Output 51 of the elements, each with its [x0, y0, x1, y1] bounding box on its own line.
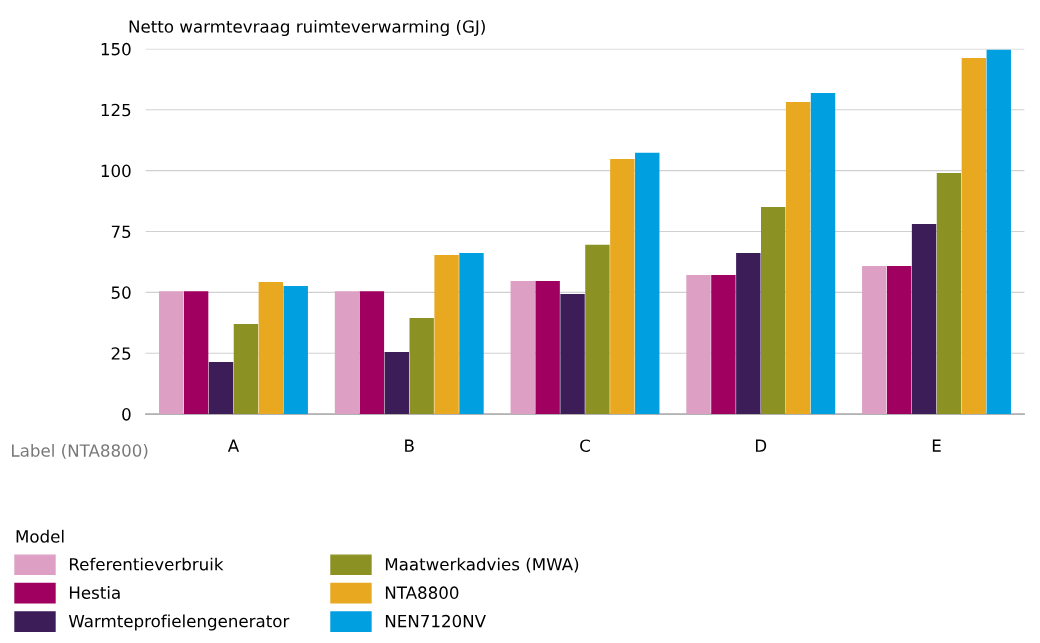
- bar: [183, 291, 209, 415]
- bar: [886, 266, 912, 415]
- bar: [986, 49, 1011, 415]
- bar: [961, 57, 987, 415]
- x-tick-label: E: [932, 439, 941, 452]
- bar: [560, 294, 585, 415]
- bar: [785, 101, 811, 415]
- bar: [510, 280, 535, 415]
- y-tick-label: 50: [111, 286, 131, 299]
- bar: [384, 352, 409, 415]
- legend-label: Maatwerkadvies (MWA): [385, 557, 579, 573]
- legend-label: Referentieverbruik: [69, 557, 224, 571]
- bar: [535, 280, 560, 415]
- legend-label: Hestia: [69, 586, 120, 599]
- legend-label: NTA8800: [385, 586, 459, 599]
- y-tick-label: 25: [111, 347, 131, 360]
- x-tick-label: A: [227, 439, 240, 452]
- bar: [585, 244, 610, 415]
- y-tick-label: 125: [101, 103, 131, 117]
- bar: [159, 291, 184, 415]
- bar: [936, 173, 962, 415]
- bar: [686, 275, 711, 415]
- bar: [208, 361, 234, 415]
- y-tick-label: 100: [101, 164, 131, 178]
- bar: [434, 255, 459, 415]
- bar: [610, 158, 635, 415]
- bar: [711, 275, 736, 415]
- x-tick-label: B: [405, 439, 414, 452]
- bar: [233, 324, 259, 415]
- legend-title: Model: [16, 529, 64, 543]
- y-tick-label: 75: [111, 225, 131, 239]
- x-tick-label: D: [755, 439, 767, 452]
- legend-label: Warmteprofielengenerator: [68, 614, 290, 631]
- legend-label: NEN7120NV: [385, 614, 486, 628]
- x-axis-title: Label (NTA8800): [12, 443, 148, 459]
- bar: [409, 317, 434, 415]
- bar: [810, 92, 836, 415]
- bar: [635, 152, 660, 415]
- bar: [283, 286, 308, 415]
- x-tick-label: C: [580, 439, 590, 452]
- y-tick-label: 150: [101, 42, 131, 56]
- bar: [334, 291, 360, 415]
- bar: [736, 252, 761, 415]
- bar: [761, 206, 786, 415]
- bar: [911, 223, 937, 415]
- bar: [258, 281, 284, 415]
- y-tick-label: 0: [122, 408, 131, 421]
- bar: [862, 266, 887, 415]
- bar: [359, 291, 385, 415]
- bar: [459, 252, 484, 415]
- y-axis-title: Netto warmtevraag ruimteverwarming (GJ): [129, 19, 485, 37]
